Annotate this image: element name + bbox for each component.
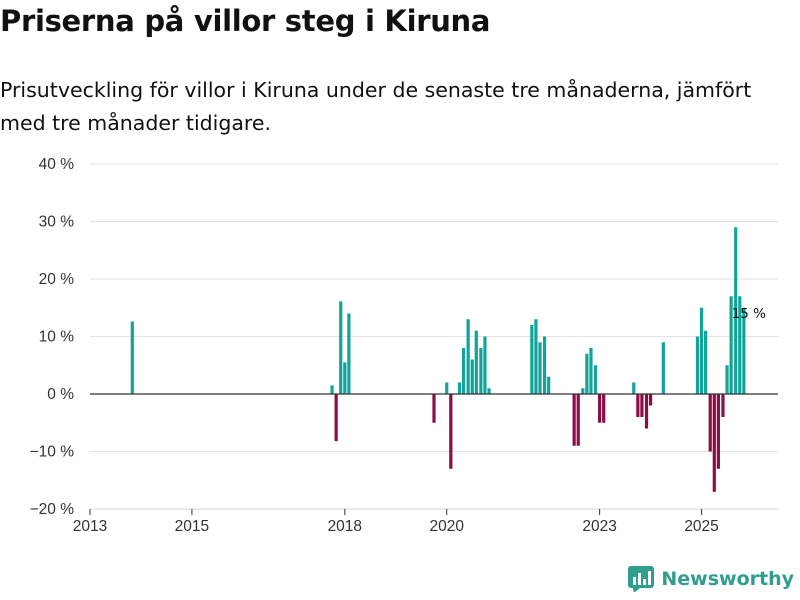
bar	[449, 394, 453, 469]
bar	[343, 362, 347, 394]
bar	[487, 388, 491, 394]
bar	[695, 336, 700, 394]
x-tick-label: 2025	[684, 518, 718, 535]
bar	[721, 394, 725, 417]
bar	[661, 342, 665, 394]
y-tick-label: −20 %	[30, 501, 75, 518]
bar	[576, 394, 580, 446]
brand-name: Newsworthy	[661, 568, 794, 590]
bar	[708, 394, 712, 452]
bar	[130, 321, 134, 394]
bar	[699, 307, 704, 394]
x-tick-label: 2020	[429, 518, 464, 535]
bar	[598, 394, 602, 423]
x-tick-label: 2013	[73, 518, 107, 535]
bar	[432, 394, 436, 423]
bar	[445, 382, 449, 394]
x-axis-labels: 2013 2015 2018 2020 2023 2025	[73, 518, 719, 535]
bar	[644, 394, 649, 429]
bar	[461, 348, 466, 394]
bar	[330, 385, 334, 394]
bars	[130, 227, 746, 492]
bar	[742, 307, 746, 394]
bar	[585, 353, 589, 394]
bar	[339, 301, 343, 394]
bar	[474, 330, 478, 394]
chart-title: Priserna på villor steg i Kiruna	[0, 4, 491, 38]
data-label: 15 %	[732, 306, 766, 322]
bar	[347, 313, 351, 394]
y-tick-label: 40 %	[39, 156, 75, 173]
bar	[457, 382, 462, 394]
x-tick-label: 2015	[175, 518, 209, 535]
bar	[593, 365, 598, 394]
bar	[602, 394, 606, 423]
bar	[483, 336, 487, 394]
bar	[572, 394, 576, 446]
newsworthy-logo[interactable]: Newsworthy	[628, 566, 794, 592]
bar	[538, 342, 542, 394]
bar	[704, 330, 708, 394]
bar-chart-logo-icon	[628, 566, 655, 592]
annotations: 15 %	[732, 306, 766, 322]
bar	[334, 394, 338, 442]
bar	[648, 394, 653, 406]
bar	[729, 296, 733, 394]
x-axis	[89, 393, 778, 515]
bar	[530, 325, 534, 394]
x-tick-label: 2018	[328, 518, 362, 535]
bar	[716, 394, 720, 469]
bar	[470, 359, 474, 394]
chart-subtitle: Prisutveckling för villor i Kiruna under…	[0, 78, 752, 135]
bar	[547, 376, 551, 394]
bar	[479, 348, 483, 394]
bar	[712, 394, 716, 492]
bar	[640, 394, 644, 417]
bar	[589, 348, 593, 394]
bar	[466, 319, 470, 394]
bar	[734, 227, 738, 394]
x-tick-label: 2023	[582, 518, 616, 535]
bar	[534, 319, 538, 394]
y-tick-label: 30 %	[39, 214, 75, 231]
y-tick-label: −10 %	[30, 444, 75, 461]
bar	[636, 394, 640, 417]
bar	[632, 382, 636, 394]
y-tick-label: 20 %	[39, 271, 75, 288]
gridlines	[90, 163, 778, 510]
y-axis-labels: 40 % 30 % 20 % 10 % 0 % −10 % −20 %	[30, 156, 75, 518]
y-tick-label: 10 %	[39, 329, 75, 346]
bar	[725, 365, 729, 394]
bar	[542, 336, 547, 394]
bar	[581, 388, 585, 394]
bar	[738, 296, 742, 394]
y-tick-label: 0 %	[47, 386, 74, 403]
